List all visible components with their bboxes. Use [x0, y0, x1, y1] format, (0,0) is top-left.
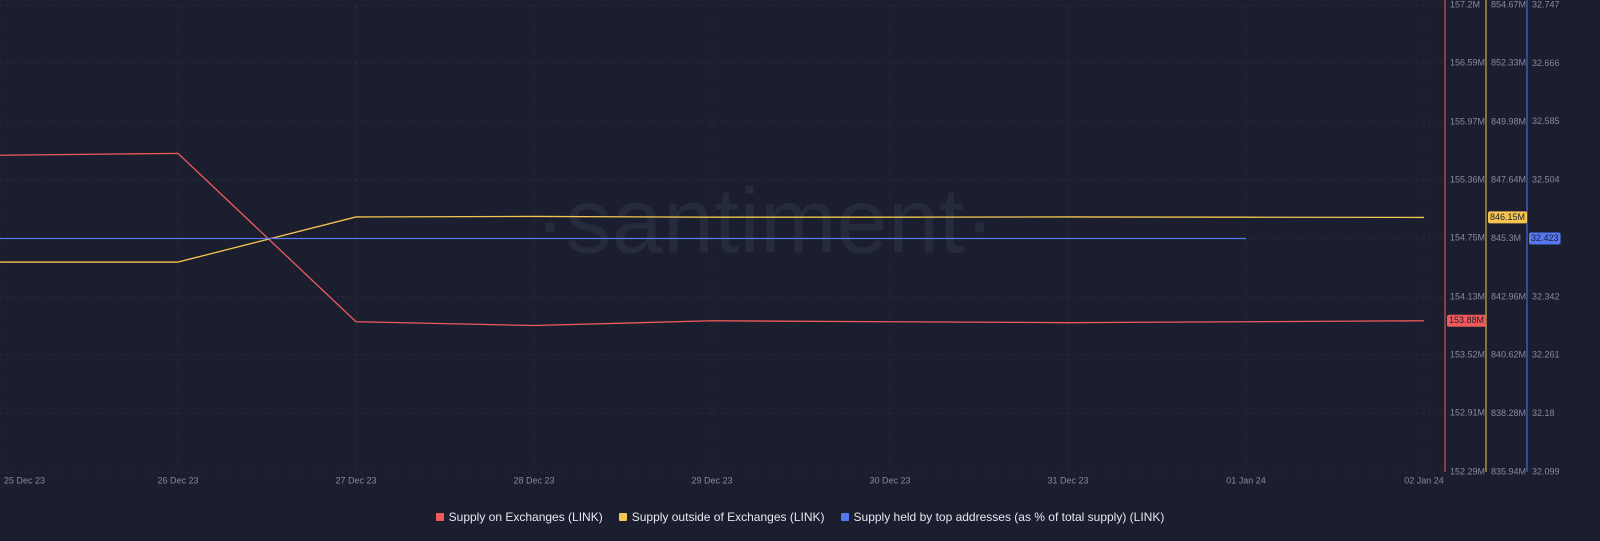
y-tick-label: 32.504 — [1532, 175, 1560, 185]
x-tick-label: 25 Dec 23 — [4, 475, 45, 485]
y-tick-label: 840.62M — [1491, 350, 1526, 360]
y-tick-label: 152.29M — [1450, 466, 1485, 476]
y-tick-label: 852.33M — [1491, 58, 1526, 68]
y-tick-label: 155.36M — [1450, 174, 1485, 184]
last-value-badge — [1529, 232, 1561, 245]
last-value-label: 153.88M — [1449, 315, 1484, 325]
y-tick-label: 32.342 — [1532, 291, 1560, 301]
legend: Supply on Exchanges (LINK) Supply outside… — [0, 510, 1600, 524]
legend-swatch — [435, 513, 444, 521]
y-tick-label: 153.52M — [1450, 349, 1485, 359]
chart: ·santiment· 157.2M 156.59M 155.97M 155.36M 1… — [0, 0, 1561, 485]
legend-label: Supply held by top addresses (as % of to… — [853, 510, 1165, 524]
y-tick-label: 154.75M — [1450, 232, 1485, 242]
legend-item[interactable]: Supply on Exchanges (LINK) — [435, 510, 603, 524]
y-tick-label: 32.747 — [1532, 0, 1560, 9]
last-value-badge — [1488, 211, 1528, 224]
legend-swatch — [840, 513, 849, 521]
line — [0, 152, 1425, 327]
y-tick-label: 849.98M — [1491, 116, 1526, 126]
y-tick-label: 835.94M — [1491, 466, 1526, 476]
y-tick-label: 157.2M — [1450, 0, 1480, 9]
watermark: ·santiment· — [535, 170, 995, 272]
y-tick-label: 838.28M — [1491, 408, 1526, 418]
legend-item[interactable]: Supply held by top addresses (as % of to… — [840, 510, 1165, 524]
x-tick-label: 02 Jan 24 — [1404, 475, 1444, 485]
legend-label: Supply on Exchanges (LINK) — [448, 510, 603, 524]
y-tick-label: 156.59M — [1450, 57, 1485, 67]
legend-swatch — [618, 513, 627, 521]
y-tick-label: 32.099 — [1532, 466, 1560, 476]
x-tick-label: 29 Dec 23 — [691, 475, 732, 485]
y-tick-label: 845.3M — [1491, 233, 1521, 243]
y-tick-label: 154.13M — [1450, 291, 1485, 301]
y-tick-label: 842.96M — [1491, 291, 1526, 301]
y-tick-label: 152.91M — [1450, 407, 1485, 417]
x-tick-label: 01 Jan 24 — [1226, 475, 1266, 485]
last-value-label: 846.15M — [1490, 212, 1525, 222]
y-tick-label: 155.97M — [1450, 116, 1485, 126]
x-tick-label: 26 Dec 23 — [157, 475, 198, 485]
line — [0, 215, 1425, 263]
x-tick-label: 31 Dec 23 — [1047, 475, 1088, 485]
x-tick-label: 28 Dec 23 — [513, 475, 554, 485]
y-tick-label: 32.261 — [1532, 350, 1560, 360]
y-tick-label: 854.67M — [1491, 0, 1526, 9]
last-value-badge — [1447, 314, 1487, 327]
y-tick-label: 847.64M — [1491, 175, 1526, 185]
x-tick-label: 30 Dec 23 — [869, 475, 910, 485]
legend-label: Supply outside of Exchanges (LINK) — [631, 510, 825, 524]
x-tick-label: 27 Dec 23 — [335, 475, 376, 485]
y-tick-label: 32.666 — [1532, 58, 1560, 68]
y-tick-label: 32.585 — [1532, 116, 1560, 126]
legend-item[interactable]: Supply outside of Exchanges (LINK) — [618, 510, 825, 524]
last-value-label: 32.423 — [1531, 233, 1559, 243]
y-tick-label: 32.18 — [1532, 408, 1555, 418]
